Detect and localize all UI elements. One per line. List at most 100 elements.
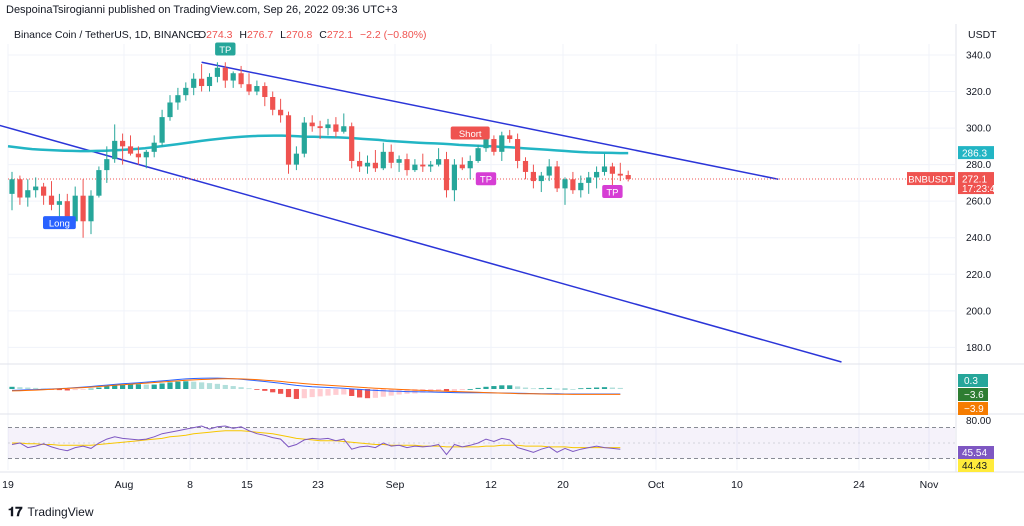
y-tick-label: 260.0 (966, 197, 991, 208)
macd-hist-bar (436, 389, 442, 392)
candle-body (333, 124, 339, 132)
price-label-value: 272.1 (962, 175, 987, 186)
channel-upper-line (201, 61, 779, 180)
macd-hist-bar (246, 388, 252, 390)
candle-body (33, 186, 39, 191)
candle-body (262, 86, 268, 97)
macd-value-box (958, 402, 988, 415)
macd-hist-bar (388, 389, 394, 396)
candle-body (341, 126, 347, 132)
candle-body (601, 166, 608, 172)
macd-hist-bar (159, 383, 165, 389)
macd-hist-bar (293, 389, 299, 399)
candle-body (364, 162, 371, 167)
candle-body (96, 170, 102, 196)
pane-separators (0, 24, 1024, 473)
candle-body (41, 186, 47, 196)
open-key: O (198, 29, 206, 41)
candle-body (522, 160, 529, 172)
x-tick-label: Oct (648, 479, 664, 491)
high-value: 276.7 (247, 29, 273, 41)
annotation-badge (450, 126, 490, 140)
candle-body (349, 126, 355, 161)
macd-hist-bar (341, 389, 347, 395)
y-tick-label: 320.0 (966, 87, 991, 98)
time-axis[interactable]: 19 Aug 8 15 23 Sep 12 20 Oct 10 24 Nov (2, 479, 939, 491)
macd-hist-bar (586, 387, 592, 389)
macd-hist-bar (17, 387, 23, 389)
candle-body (483, 139, 489, 149)
candles (9, 62, 631, 238)
candle-body (570, 179, 576, 191)
macd-hist-bar (443, 389, 450, 392)
rsi-sma-line (12, 430, 621, 449)
y-tick-label: 220.0 (966, 270, 991, 281)
footer-brand-text: TradingView (27, 505, 94, 519)
macd-hist-bar (483, 386, 489, 389)
rsi-value-box (958, 459, 994, 472)
open-value: 274.3 (206, 29, 232, 41)
candle-body (317, 126, 323, 129)
annotation-label: TP (219, 45, 231, 56)
rsi-line (11, 425, 621, 456)
macd-hist-bar (309, 389, 315, 398)
annotation-label: Short (459, 129, 482, 140)
macd-hist-bar (262, 389, 268, 391)
candle-body (380, 151, 386, 169)
candle-body (357, 160, 363, 167)
publisher-caption: DespoinaTsirogianni published on Trading… (6, 4, 398, 16)
macd-hist-bar (601, 387, 608, 389)
candle-body (151, 142, 157, 152)
macd-hist-bar (325, 389, 331, 396)
macd-hist-bar (562, 388, 568, 390)
macd-hist-bar (199, 382, 205, 389)
macd-hist-bar (301, 389, 307, 399)
x-tick-label: 8 (187, 479, 193, 491)
macd-hist-bar (530, 388, 536, 390)
candle-body (270, 97, 276, 110)
price-label-value: 286.3 (962, 149, 987, 160)
candle-body (554, 166, 560, 189)
rsi-value-label: 44.43 (962, 461, 987, 472)
candle-body (293, 153, 299, 165)
y-tick-label: 280.0 (966, 160, 991, 171)
candle-body (206, 76, 213, 87)
price-label-box (958, 172, 994, 195)
macd-hist-bar (270, 389, 276, 393)
annotation-badge (475, 172, 497, 186)
macd-hist-bar (88, 388, 94, 390)
macd-hist-bar (578, 388, 584, 390)
macd-hist-bar (617, 387, 623, 389)
annotation-label: Long (49, 219, 70, 230)
candle-body (64, 201, 70, 222)
candle-body (214, 67, 220, 77)
macd-hist-bar (372, 389, 378, 398)
macd-hist-bar (317, 389, 323, 397)
macd-hist-bar (33, 387, 39, 389)
macd-hist-bar (191, 381, 197, 389)
low-key: L (280, 29, 286, 41)
candle-body (17, 179, 23, 198)
candle-body (546, 166, 552, 176)
macd-hist-bar (72, 389, 78, 391)
candle-body (388, 151, 394, 163)
macd-hist-bar (143, 384, 149, 389)
candle-body (491, 139, 497, 152)
macd-hist-bar (507, 385, 513, 389)
candle-body (72, 195, 78, 222)
price-axis[interactable]: 340.0 320.0 300.0 280.0 260.0 240.0 220.0 200.0… (907, 50, 1001, 354)
macd-hist-bar (167, 382, 173, 389)
macd-hist-bar (570, 389, 576, 390)
x-tick-label: Nov (920, 479, 939, 491)
macd-hist-bar (475, 387, 481, 389)
macd-hist-bar (135, 384, 141, 389)
candle-body (238, 73, 244, 85)
x-tick-label: 19 (2, 479, 14, 491)
candle-body (175, 95, 181, 103)
candle-body (515, 139, 521, 161)
rsi-band (8, 427, 955, 459)
candle-body (278, 109, 284, 116)
candle-body (159, 117, 165, 143)
candle-body (396, 159, 402, 163)
